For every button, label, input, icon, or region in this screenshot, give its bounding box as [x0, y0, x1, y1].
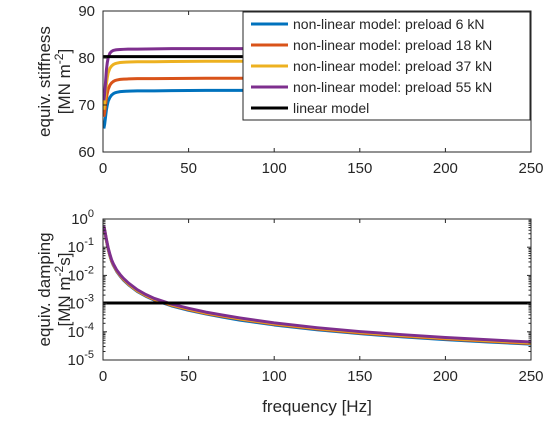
y-tick-label: 10-4 [68, 321, 94, 341]
x-tick-label: 50 [180, 160, 197, 177]
x-tick-label: 200 [433, 160, 458, 177]
x-tick-label: 150 [347, 160, 372, 177]
series-line-2 [103, 226, 531, 345]
x-axis-label: frequency [Hz] [262, 397, 372, 416]
x-tick-label: 200 [433, 368, 458, 385]
axes-box [102, 10, 532, 153]
legend-entry: non-linear model: preload 55 kN [293, 79, 492, 95]
y-tick-label: 10-3 [68, 293, 94, 313]
y-tick-label: 80 [78, 50, 95, 67]
y-axis-label: equiv. damping [35, 232, 54, 346]
x-tick-label: 250 [518, 160, 543, 177]
y-tick-label: 70 [78, 97, 95, 114]
y-axis-unit-label: [MN m-2s] [52, 253, 74, 327]
series-line-3 [103, 226, 531, 345]
y-tick-label: 90 [78, 3, 95, 20]
x-tick-label: 250 [518, 368, 543, 385]
y-tick-label: 10-5 [68, 349, 94, 369]
axes-box [102, 218, 532, 361]
y-tick-label: 10-1 [68, 236, 94, 256]
x-tick-label: 150 [347, 368, 372, 385]
legend-entry: non-linear model: preload 18 kN [293, 37, 492, 53]
chart-1: 0 50 100 150 200 250 60 70 80 90 equiv. stiffness[… [35, 3, 544, 177]
legend-box [242, 11, 531, 121]
y-tick-label: 60 [78, 144, 95, 161]
x-tick-label: 100 [262, 368, 287, 385]
series-line-4 [103, 225, 531, 344]
x-tick-label: 0 [99, 160, 107, 177]
x-tick-label: 100 [262, 160, 287, 177]
x-tick-label: 50 [180, 368, 197, 385]
y-tick-label: 100 [71, 208, 94, 228]
chart-2: 0 50 100 150 200 250 10-5 10-4 10-3 10-2 10-1 100 eq… [35, 208, 544, 416]
x-tick-label: 0 [99, 368, 107, 385]
y-axis-unit-label: [MN m-2] [52, 49, 74, 114]
y-axis-label: equiv. stiffness [35, 26, 54, 137]
plot-area [103, 225, 531, 346]
y-tick-label: 10-2 [68, 264, 94, 284]
legend-entry: linear model [293, 100, 369, 116]
legend-entry: non-linear model: preload 6 kN [293, 16, 484, 32]
legend-entry: non-linear model: preload 37 kN [293, 58, 492, 74]
legend: non-linear model: preload 6 kN non-linear… [242, 11, 531, 121]
